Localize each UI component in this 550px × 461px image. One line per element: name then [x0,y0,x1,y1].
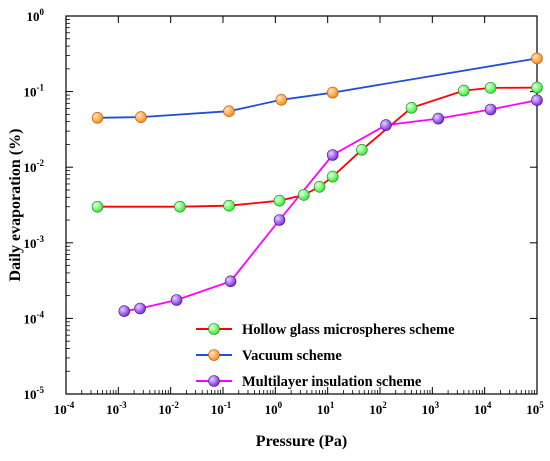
x-tick-label: 10-2 [158,400,179,417]
data-point-1 [223,105,235,117]
data-point-2 [134,302,146,315]
data-point-2 [224,275,237,288]
data-point-0 [223,199,235,212]
legend-label-0: Hollow glass microspheres scheme [242,322,455,338]
y-tick-label: 10-5 [24,385,45,402]
data-point-2 [484,103,497,116]
legend-label-2: Multilayer insulation scheme [242,374,422,390]
x-tick-label: 104 [474,400,492,417]
x-tick-label: 10-4 [54,400,75,417]
legend-marker-0 [208,323,220,335]
data-point-2 [432,112,445,125]
x-tick-label: 10-3 [106,400,127,417]
x-axis-title: Pressure (Pa) [256,433,347,450]
data-point-2 [531,94,543,106]
legend-marker-1 [208,349,220,361]
data-point-0 [484,82,497,94]
data-point-0 [174,200,186,213]
x-tick-label: 10-1 [211,400,232,417]
data-point-1 [326,86,339,99]
x-tick-label: 105 [526,400,544,417]
series-group [91,52,543,317]
data-point-2 [118,305,131,317]
data-point-2 [170,294,183,306]
plot-area [65,15,538,395]
y-tick-label: 10-4 [24,309,45,326]
x-tick-label: 101 [317,400,335,417]
data-point-1 [531,52,543,65]
data-point-1 [275,94,288,106]
data-point-0 [91,200,104,213]
y-tick-label: 10-1 [24,83,45,100]
data-point-0 [273,194,286,207]
legend-label-1: Vacuum scheme [242,348,342,364]
data-point-0 [356,144,368,156]
legend-marker-2 [208,375,220,387]
data-point-0 [326,170,339,183]
data-point-0 [297,189,310,201]
data-point-2 [326,149,339,161]
axis-ticks: 10-4 10-3 10-2 10-1 100 101 102 103 104 105 10-5 10… [24,7,545,417]
data-point-0 [313,181,326,193]
x-tick-label: 102 [369,400,387,417]
legend: Hollow glass microspheres scheme Vacuum … [196,322,455,390]
x-tick-label: 100 [265,400,283,417]
data-point-2 [273,214,286,226]
data-point-0 [531,81,543,94]
data-point-2 [380,119,392,131]
data-point-0 [405,102,418,114]
y-axis-title: Daily evaporation (%) [7,129,24,282]
data-point-0 [457,84,470,97]
series-line-2 [124,99,538,312]
y-tick-label: 10-2 [24,158,45,175]
y-tick-label: 10-3 [24,234,45,251]
x-tick-label: 103 [422,400,440,417]
data-point-1 [135,111,147,123]
y-tick-label: 100 [27,7,45,24]
data-point-1 [91,112,104,124]
series-line-1 [97,57,538,119]
